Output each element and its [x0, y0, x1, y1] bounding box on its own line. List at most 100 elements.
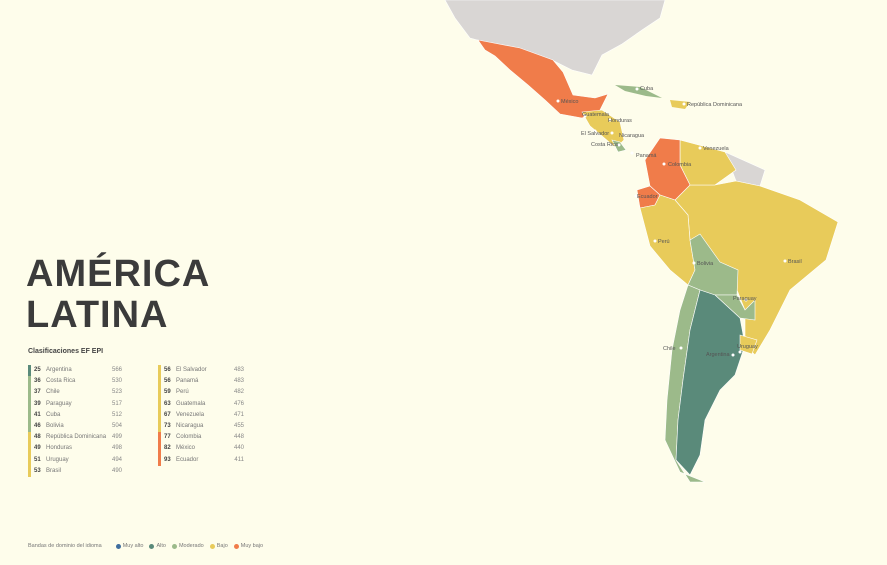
ranking-row: 73 Nicaragua 455	[158, 420, 244, 433]
score: 483	[233, 378, 244, 385]
country-name: Perú	[176, 389, 189, 396]
country-name: República Dominicana	[46, 434, 107, 441]
rank: 67	[164, 411, 171, 418]
legend-item: Alto	[149, 543, 166, 549]
map-label-colombia: Colombia	[668, 162, 692, 168]
rank: 63	[164, 400, 171, 407]
band-bar	[158, 432, 161, 444]
map-label-ecuador: Ecuador	[637, 194, 658, 200]
country-name: El Salvador	[176, 367, 207, 373]
rankings-heading: Clasificaciones EF EPI	[28, 348, 104, 355]
map-label-mexico: México	[561, 99, 578, 105]
legend-title: Bandas de dominio del idioma	[28, 543, 102, 549]
country-name: Colombia	[176, 434, 202, 441]
score: 504	[111, 422, 122, 429]
score: 530	[111, 378, 122, 385]
rankings-column-2: 56 El Salvador 483 56 Panamá 483 59 Perú 482 63 Gu…	[158, 365, 244, 466]
map-label-el-salvador: El Salvador	[581, 131, 609, 137]
score: 490	[111, 467, 122, 474]
map-country-argentina[interactable]	[675, 289, 746, 476]
country-name: Chile	[46, 389, 60, 396]
map-label-cuba: Cuba	[640, 86, 654, 92]
ranking-row: 46 Bolivia 504	[28, 420, 122, 433]
score: 448	[233, 434, 244, 441]
rank: 73	[164, 422, 171, 429]
band-bar	[28, 443, 31, 455]
legend-dot-icon	[233, 543, 239, 549]
map-label-venezuela: Venezuela	[703, 146, 730, 152]
legend-label: Muy bajo	[240, 543, 264, 549]
country-name: Honduras	[46, 445, 73, 452]
ranking-row: 67 Venezuela 471	[158, 409, 244, 421]
map-country-cuba[interactable]	[615, 85, 662, 98]
band-bar	[158, 409, 161, 421]
ranking-row: 56 Panamá 483	[158, 376, 244, 388]
map-label-panama: Panamá	[636, 153, 657, 159]
country-name: Costa Rica	[46, 378, 76, 385]
country-name: Panamá	[176, 378, 199, 385]
map-label-nicaragua: Nicaragua	[619, 133, 645, 139]
ranking-row: 36 Costa Rica 530	[28, 376, 122, 388]
rank: 77	[164, 434, 171, 441]
ranking-row: 37 Chile 523	[28, 387, 122, 399]
country-name: Brasil	[46, 467, 62, 474]
score: 498	[111, 445, 122, 452]
legend-label: Moderado	[178, 543, 204, 549]
page-title: AMÉRICA LATINA	[26, 254, 210, 336]
legend-item: Muy bajo	[233, 543, 264, 549]
rank: 41	[34, 411, 41, 418]
title-line-2: LATINA	[26, 294, 169, 336]
legend-label: Bajo	[216, 543, 228, 549]
country-name: Cuba	[46, 411, 61, 418]
map-label-brasil: Brasil	[788, 259, 802, 265]
map-label-rep-dom: República Dominicana	[687, 102, 743, 108]
legend-dot-icon	[115, 543, 121, 549]
score: 483	[233, 367, 244, 373]
map-region-usa	[444, 0, 666, 76]
country-name: México	[176, 445, 196, 452]
ranking-row: 39 Paraguay 517	[28, 398, 122, 410]
band-bar	[28, 387, 31, 399]
legend-dot-icon	[209, 543, 215, 549]
rank: 56	[164, 367, 171, 373]
ranking-row: 93 Ecuador 411	[158, 454, 244, 466]
band-bar	[158, 387, 161, 399]
map-label-paraguay: Paraguay	[733, 296, 757, 302]
map-label-honduras: Honduras	[608, 118, 632, 124]
legend-item: Moderado	[171, 543, 204, 549]
rank: 37	[34, 389, 41, 396]
country-name: Argentina	[46, 367, 72, 373]
rank: 49	[34, 445, 41, 452]
ranking-row: 63 Guatemala 476	[158, 398, 244, 410]
country-name: Ecuador	[176, 456, 199, 463]
score: 517	[111, 400, 122, 407]
ranking-row: 59 Perú 482	[158, 387, 244, 399]
band-bar	[28, 376, 31, 388]
score: 471	[233, 411, 244, 418]
country-name: Uruguay	[46, 456, 69, 463]
map-label-costa-rica: Costa Rica	[591, 142, 619, 148]
band-bar	[158, 398, 161, 410]
rank: 36	[34, 378, 41, 385]
ranking-row: 77 Colombia 448	[158, 432, 244, 444]
ranking-row: 41 Cuba 512	[28, 409, 122, 421]
rank: 39	[34, 400, 41, 407]
title-line-1: AMÉRICA	[26, 253, 211, 295]
legend-item: Muy alto	[115, 543, 144, 549]
map-country-rep-dom[interactable]	[670, 100, 690, 109]
score: 499	[111, 434, 122, 441]
rank: 46	[34, 422, 41, 429]
ranking-row: 48 República Dominicana 499	[28, 432, 122, 444]
legend-dot-icon	[149, 543, 155, 549]
legend: Bandas de dominio del idioma Muy alto Alt…	[28, 543, 263, 549]
band-bar	[158, 365, 161, 377]
map-label-bolivia: Bolivia	[697, 261, 714, 267]
band-bar	[28, 432, 31, 444]
map-country-uruguay[interactable]	[739, 334, 758, 355]
rank: 59	[164, 389, 171, 396]
band-bar	[28, 454, 31, 466]
rank: 48	[34, 434, 41, 441]
legend-label: Muy alto	[122, 543, 144, 549]
